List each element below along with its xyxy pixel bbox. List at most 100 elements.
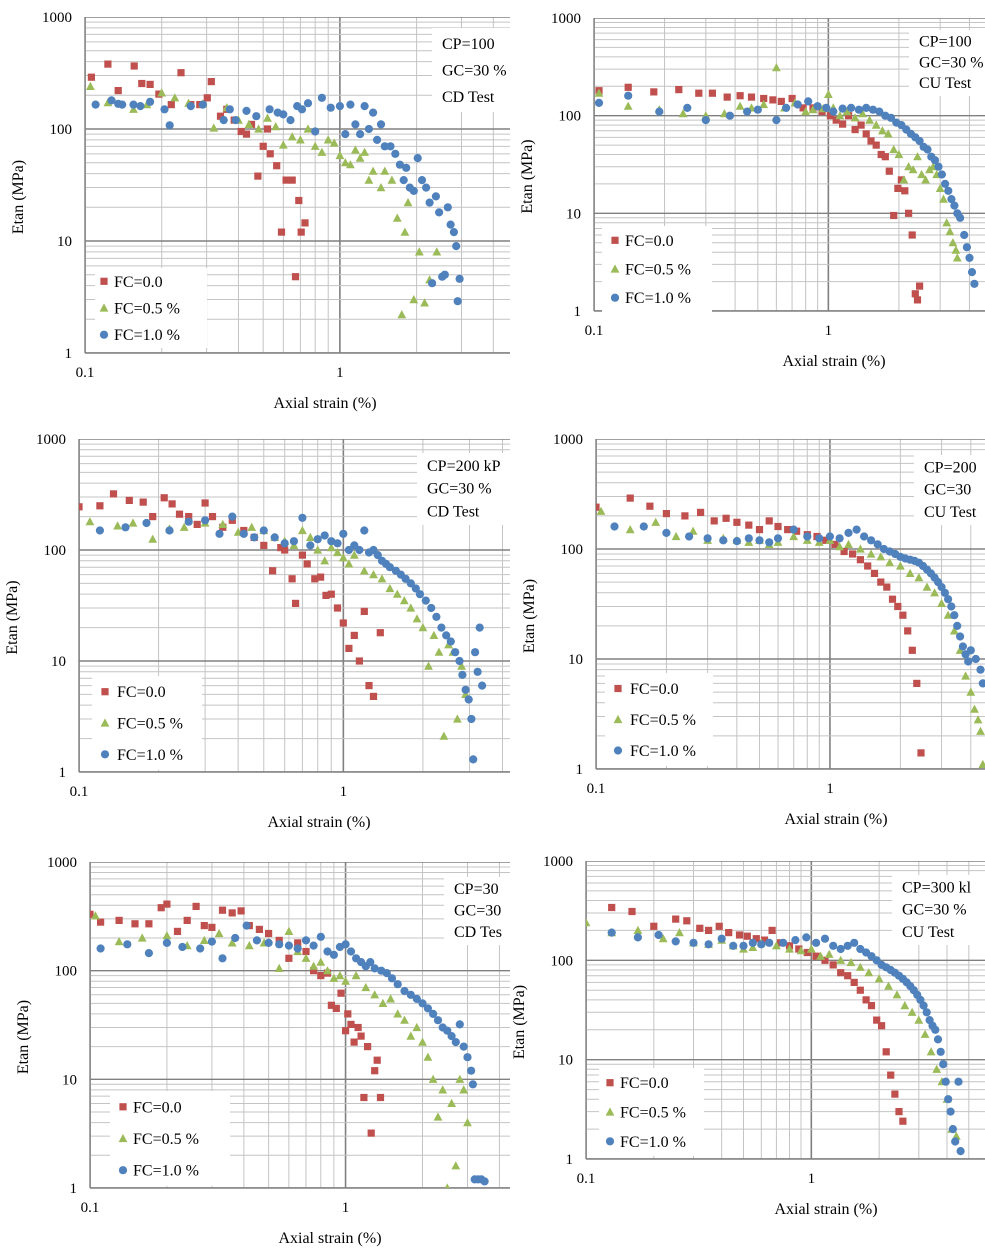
data-point: [899, 1117, 907, 1125]
x-tick-label: 1: [825, 323, 833, 339]
data-point: [722, 514, 730, 522]
data-point: [944, 595, 953, 604]
data-point: [894, 602, 902, 611]
data-point: [705, 926, 713, 934]
data-point: [385, 583, 395, 593]
series-FC=0.0: [79, 490, 384, 700]
data-point: [850, 938, 859, 947]
data-point: [393, 980, 402, 989]
data-point: [900, 1001, 910, 1010]
data-point: [254, 124, 263, 133]
data-point: [162, 931, 172, 940]
data-point: [777, 97, 785, 105]
data-points: [596, 494, 985, 768]
data-point: [327, 590, 335, 598]
data-point: [658, 934, 668, 943]
data-point: [85, 517, 95, 526]
data-point: [950, 611, 959, 620]
data-point: [922, 1008, 931, 1017]
data-point: [886, 113, 896, 122]
data-point: [772, 116, 781, 125]
data-point: [339, 529, 348, 538]
data-point: [473, 667, 482, 676]
data-point: [608, 903, 616, 912]
data-point: [247, 120, 256, 128]
y-tick-label: 10: [566, 206, 581, 222]
data-point: [214, 928, 224, 938]
annotation-line: GC=30 %: [902, 902, 967, 919]
legend-marker: [118, 1133, 128, 1143]
series-FC=1.0 %: [96, 921, 489, 1186]
data-point: [433, 1016, 443, 1025]
data-point: [956, 1147, 965, 1156]
data-point: [313, 535, 322, 544]
data-point: [86, 81, 95, 90]
data-point: [429, 1009, 438, 1019]
data-points: [79, 490, 487, 764]
data-point: [932, 1064, 942, 1073]
data-point: [400, 986, 409, 996]
data-point: [952, 253, 962, 262]
data-point: [915, 136, 924, 146]
data-point: [930, 156, 940, 165]
data-point: [946, 1107, 955, 1116]
data-point: [897, 176, 905, 184]
data-point: [333, 604, 342, 612]
data-point: [867, 1002, 876, 1010]
data-point: [244, 119, 254, 128]
data-point: [278, 140, 288, 149]
data-point: [804, 97, 813, 106]
data-point: [344, 559, 354, 568]
series-FC=1.0 %: [607, 928, 965, 1156]
legend-marker: [610, 264, 620, 273]
data-point: [835, 534, 844, 543]
data-point: [891, 1090, 899, 1098]
data-point: [385, 563, 394, 572]
data-point: [894, 149, 904, 159]
data-point: [247, 522, 257, 531]
data-point: [167, 101, 175, 109]
data-point: [168, 500, 176, 508]
y-tick-label: 100: [561, 542, 584, 558]
series-FC=0.0: [87, 60, 309, 281]
annotation-line: CD Test: [442, 89, 495, 106]
data-point: [351, 120, 360, 129]
data-point: [237, 907, 245, 915]
data-point: [757, 940, 766, 949]
data-point: [350, 1038, 358, 1046]
data-point: [369, 108, 378, 117]
data-point: [799, 104, 807, 112]
data-point: [218, 906, 227, 914]
data-point: [892, 990, 902, 999]
legend-marker: [100, 718, 110, 727]
data-point: [355, 153, 365, 162]
y-axis-title: Etan (MPa): [511, 985, 528, 1059]
legend-marker: [100, 277, 108, 285]
annotation-line: CU Test: [902, 924, 955, 941]
data-point: [369, 692, 378, 700]
y-axis-title: Etan (MPa): [519, 139, 536, 213]
data-point: [785, 944, 794, 953]
y-tick-label: 1000: [543, 854, 573, 870]
legend-background: [95, 268, 207, 348]
data-point: [956, 213, 965, 222]
data-point: [136, 102, 145, 111]
data-point: [829, 941, 838, 950]
test-condition-annotation: CP=100 GC=30 % CD Test: [432, 28, 510, 112]
data-point: [96, 944, 105, 953]
data-point: [130, 62, 138, 70]
legend-marker: [605, 1137, 615, 1146]
data-point: [146, 80, 154, 88]
data-point: [846, 957, 856, 967]
data-point: [364, 175, 374, 184]
y-tick-label: 10: [62, 1072, 77, 1088]
data-point: [109, 490, 118, 498]
data-point: [326, 103, 335, 112]
data-point: [399, 176, 408, 185]
data-point: [760, 94, 768, 103]
data-point: [594, 98, 604, 107]
data-point: [361, 982, 371, 992]
data-point: [837, 969, 845, 977]
data-point: [870, 569, 879, 577]
